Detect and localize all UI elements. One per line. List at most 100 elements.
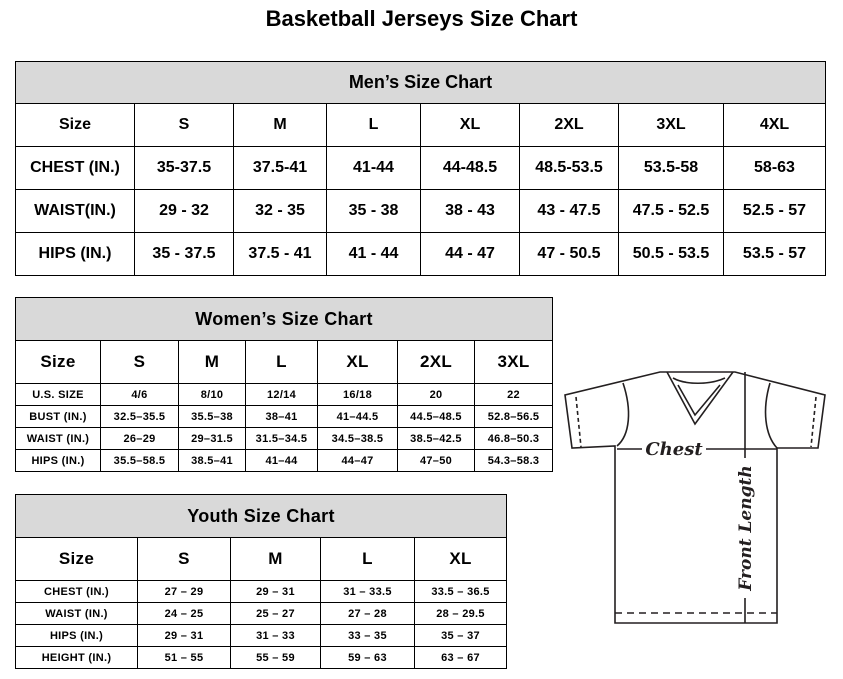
table-cell: 35 - 38: [326, 189, 421, 233]
table-cell: 28 – 29.5: [413, 602, 508, 625]
table-cell: 16/18: [317, 383, 398, 406]
table-cell: 51 – 55: [137, 646, 231, 669]
header-cell: 2XL: [397, 340, 475, 384]
table-cell: 41 - 44: [326, 232, 421, 276]
table-cell: 22: [473, 383, 554, 406]
table-cell: 44–47: [317, 449, 398, 472]
table-caption: Men’s Size Chart: [15, 61, 826, 104]
table-cell: 12/14: [245, 383, 318, 406]
row-label: WAIST(IN.): [15, 189, 135, 233]
table-cell: 63 – 67: [413, 646, 508, 669]
table-cell: 32 - 35: [233, 189, 327, 233]
table-cell: 33.5 – 36.5: [413, 580, 508, 603]
table-cell: 48.5-53.5: [519, 146, 619, 190]
table-cell: 59 – 63: [320, 646, 415, 669]
table-cell: 31 – 33: [230, 624, 321, 647]
table-row: BUST (IN.) 32.5–35.5 35.5–38 38–41 41–44.5 44…: [15, 405, 554, 428]
front-length-label: Front Length: [736, 465, 756, 591]
header-row: Size S M L XL 2XL 3XL 4XL: [15, 103, 826, 147]
table-cell: 44.5–48.5: [397, 405, 475, 428]
table-row: HIPS (IN.) 35 - 37.5 37.5 - 41 41 - 44 44 - …: [15, 232, 826, 276]
table-row: CHEST (IN.) 35-37.5 37.5-41 41-44 44-48.5 48.…: [15, 146, 826, 190]
table-row: U.S. SIZE 4/6 8/10 12/14 16/18 20 22: [15, 383, 554, 406]
header-cell: 4XL: [723, 103, 826, 147]
table-cell: 31 – 33.5: [320, 580, 415, 603]
table-cell: 24 – 25: [137, 602, 231, 625]
table-cell: 41-44: [326, 146, 421, 190]
table-cell: 29 - 32: [134, 189, 234, 233]
table-cell: 47.5 - 52.5: [618, 189, 724, 233]
table-cell: 20: [397, 383, 475, 406]
row-label: HEIGHT (IN.): [15, 646, 138, 669]
page-title: Basketball Jerseys Size Chart: [265, 6, 578, 31]
youth-size-table: Youth Size Chart Size S M L XL CHEST (IN.) 27 –…: [14, 494, 508, 669]
table-cell: 25 – 27: [230, 602, 321, 625]
table-cell: 8/10: [178, 383, 246, 406]
header-cell: 3XL: [473, 340, 554, 384]
shirt-outline: [564, 371, 826, 624]
table-cell: 53.5 - 57: [723, 232, 826, 276]
table-row: WAIST (IN.) 26–29 29–31.5 31.5–34.5 34.5–38.…: [15, 427, 554, 450]
table-row: HEIGHT (IN.) 51 – 55 55 – 59 59 – 63 63 – 67: [15, 646, 508, 669]
table-cell: 38–41: [245, 405, 318, 428]
row-label: CHEST (IN.): [15, 580, 138, 603]
header-cell: 2XL: [519, 103, 619, 147]
table-cell: 53.5-58: [618, 146, 724, 190]
table-cell: 44-48.5: [420, 146, 520, 190]
table-cell: 29 – 31: [230, 580, 321, 603]
table-cell: 27 – 28: [320, 602, 415, 625]
chest-label: Chest: [645, 439, 703, 460]
table-cell: 50.5 - 53.5: [618, 232, 724, 276]
header-cell: M: [178, 340, 246, 384]
table-cell: 27 – 29: [137, 580, 231, 603]
header-cell: XL: [420, 103, 520, 147]
table-cell: 38.5–42.5: [397, 427, 475, 450]
row-label: HIPS (IN.): [15, 624, 138, 647]
table-cell: 41–44: [245, 449, 318, 472]
table-cell: 35-37.5: [134, 146, 234, 190]
header-cell: L: [326, 103, 421, 147]
table-row: WAIST (IN.) 24 – 25 25 – 27 27 – 28 28 – 29.…: [15, 602, 508, 625]
womens-size-table: Women’s Size Chart Size S M L XL 2XL 3XL U.S. SI…: [14, 297, 554, 472]
row-label: WAIST (IN.): [15, 427, 101, 450]
table-caption: Women’s Size Chart: [14, 297, 554, 341]
header-row: Size S M L XL: [15, 537, 508, 581]
row-label: HIPS (IN.): [15, 449, 101, 472]
table-cell: 4/6: [100, 383, 179, 406]
table-row: WAIST(IN.) 29 - 32 32 - 35 35 - 38 38 - 43 43…: [15, 189, 826, 233]
table-row: CHEST (IN.) 27 – 29 29 – 31 31 – 33.5 33.5 –…: [15, 580, 508, 603]
table-cell: 33 – 35: [320, 624, 415, 647]
table-cell: 54.3–58.3: [473, 449, 554, 472]
header-cell: L: [245, 340, 318, 384]
table-cell: 55 – 59: [230, 646, 321, 669]
header-row: Size S M L XL 2XL 3XL: [15, 340, 554, 384]
table-cell: 38.5–41: [178, 449, 246, 472]
table-cell: 43 - 47.5: [519, 189, 619, 233]
table-cell: 34.5–38.5: [317, 427, 398, 450]
table-cell: 44 - 47: [420, 232, 520, 276]
header-cell: Size: [15, 537, 138, 581]
header-cell: Size: [15, 340, 101, 384]
table-cell: 35.5–38: [178, 405, 246, 428]
table-cell: 52.8–56.5: [473, 405, 554, 428]
table-cell: 46.8–50.3: [473, 427, 554, 450]
table-row: HIPS (IN.) 29 – 31 31 – 33 33 – 35 35 – 37: [15, 624, 508, 647]
table-cell: 26–29: [100, 427, 179, 450]
mens-size-table: Men’s Size Chart Size S M L XL 2XL 3XL 4XL CHEST …: [15, 61, 826, 276]
table-cell: 41–44.5: [317, 405, 398, 428]
header-cell: 3XL: [618, 103, 724, 147]
header-cell: M: [230, 537, 321, 581]
table-cell: 29 – 31: [137, 624, 231, 647]
row-label: U.S. SIZE: [15, 383, 101, 406]
table-cell: 52.5 - 57: [723, 189, 826, 233]
row-label: HIPS (IN.): [15, 232, 135, 276]
table-cell: 47 - 50.5: [519, 232, 619, 276]
table-cell: 29–31.5: [178, 427, 246, 450]
table-cell: 35 – 37: [413, 624, 508, 647]
header-cell: XL: [317, 340, 398, 384]
table-cell: 37.5 - 41: [233, 232, 327, 276]
table-cell: 35.5–58.5: [100, 449, 179, 472]
header-cell: S: [100, 340, 179, 384]
header-cell: XL: [413, 537, 508, 581]
